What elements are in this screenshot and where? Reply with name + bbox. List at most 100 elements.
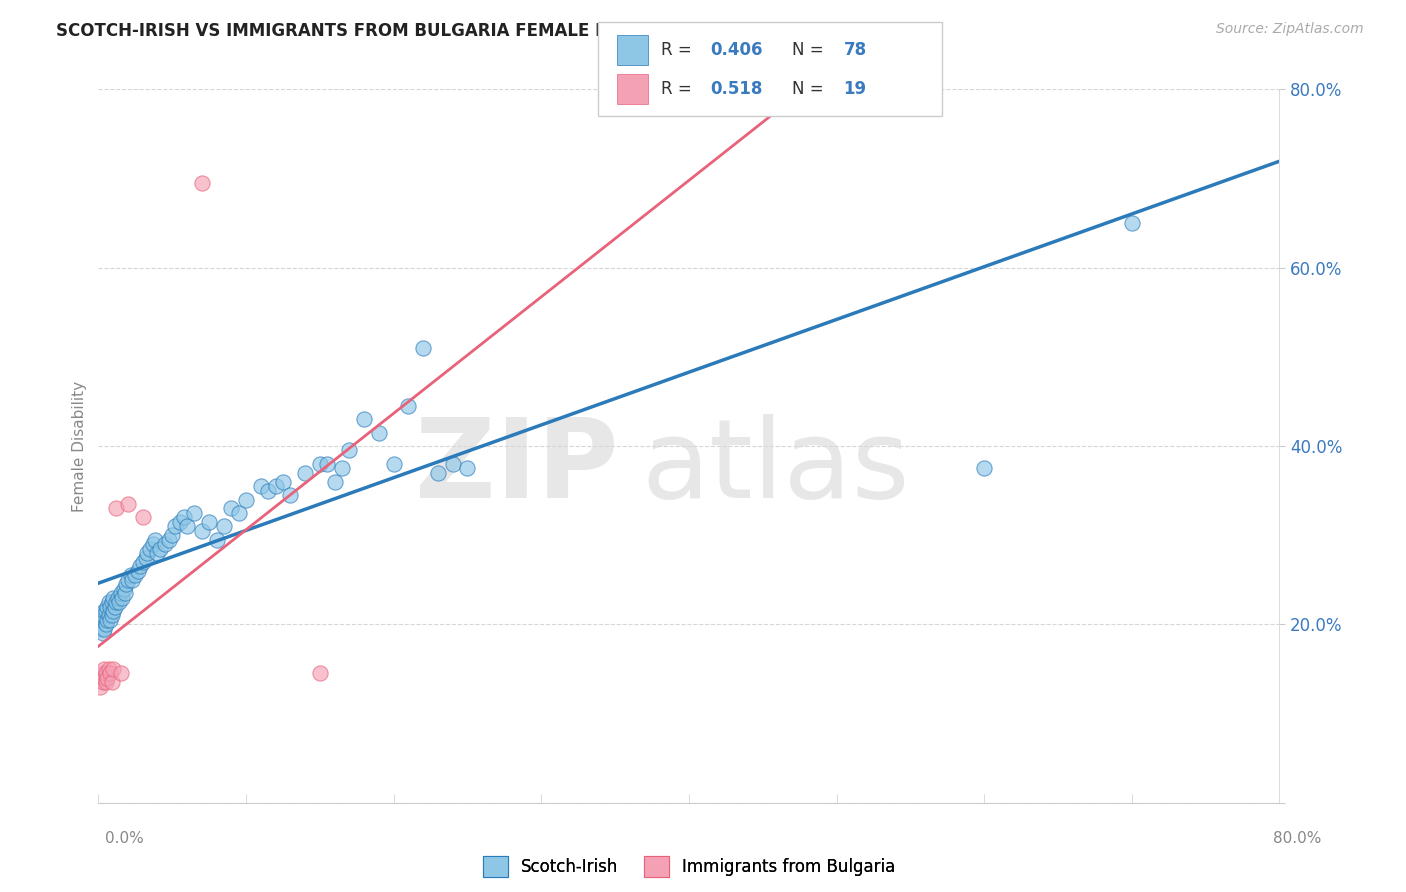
Point [139,541,162,556]
Text: 80.0%: 80.0% [1274,831,1322,846]
Point [93,604,115,618]
Point [108,595,131,609]
Point [96,671,118,685]
Point [456,461,478,475]
Point [97,608,120,623]
Point [127,564,149,578]
Point [212,519,235,533]
Point [353,412,375,426]
Text: 0.0%: 0.0% [105,831,145,846]
Text: ZIP: ZIP [415,414,619,521]
Point [135,550,157,565]
Point [91,675,114,690]
Point [94,604,117,618]
Point [117,573,139,587]
Point [294,466,316,480]
Point [143,533,166,547]
Legend: Scotch-Irish, Immigrants from Bulgaria: Scotch-Irish, Immigrants from Bulgaria [482,856,896,877]
Point [128,559,150,574]
Point [309,457,332,471]
Point [117,497,139,511]
Text: SCOTCH-IRISH VS IMMIGRANTS FROM BULGARIA FEMALE DISABILITY CORRELATION CHART: SCOTCH-IRISH VS IMMIGRANTS FROM BULGARIA… [56,22,904,40]
Point [136,546,159,560]
Text: N =: N = [792,80,823,98]
Point [94,617,117,632]
Point [100,595,122,609]
Point [90,622,112,636]
Point [316,457,339,471]
Point [183,506,205,520]
Point [94,666,117,681]
Point [257,483,280,498]
Point [114,586,136,600]
Point [103,662,125,676]
Point [191,176,214,190]
Point [153,537,176,551]
Point [90,613,112,627]
Point [89,617,111,632]
Point [142,537,165,551]
Point [973,461,995,475]
Point [100,675,122,690]
Point [198,515,221,529]
Point [100,608,122,623]
Point [173,510,195,524]
Point [103,604,125,618]
Point [112,582,135,596]
Point [330,461,353,475]
Point [91,626,114,640]
Point [205,533,228,547]
Point [441,457,464,471]
Point [110,666,132,681]
Point [97,595,120,609]
Text: N =: N = [792,41,823,59]
Point [98,666,121,681]
Text: Source: ZipAtlas.com: Source: ZipAtlas.com [1216,22,1364,37]
Y-axis label: Female Disability: Female Disability [72,380,87,512]
Point [165,519,187,533]
Point [124,568,146,582]
Point [90,671,112,685]
Point [132,555,155,569]
Point [96,599,118,614]
Point [396,399,419,413]
Point [105,595,128,609]
Text: 0.406: 0.406 [710,41,762,59]
Point [121,573,143,587]
Point [250,479,273,493]
Point [91,608,114,623]
Point [115,577,138,591]
Text: 19: 19 [844,80,866,98]
Point [96,613,118,627]
Point [1121,216,1143,230]
Text: atlas: atlas [641,414,910,521]
Point [271,475,294,489]
Point [412,341,434,355]
Point [91,666,114,681]
Point [176,519,198,533]
Point [264,479,287,493]
Point [97,662,120,676]
Point [337,443,360,458]
Point [89,680,111,694]
Point [323,475,346,489]
Point [309,666,332,681]
Point [104,599,127,614]
Point [427,466,450,480]
Point [93,671,115,685]
Point [94,675,117,690]
Point [191,524,214,538]
Point [169,515,191,529]
Point [93,622,115,636]
Point [157,533,180,547]
Point [120,568,142,582]
Point [219,501,242,516]
Point [103,591,125,605]
Point [105,501,128,516]
Point [98,599,121,614]
Text: R =: R = [661,41,692,59]
Text: 0.518: 0.518 [710,80,762,98]
Point [162,528,183,542]
Point [93,662,115,676]
Point [110,586,132,600]
